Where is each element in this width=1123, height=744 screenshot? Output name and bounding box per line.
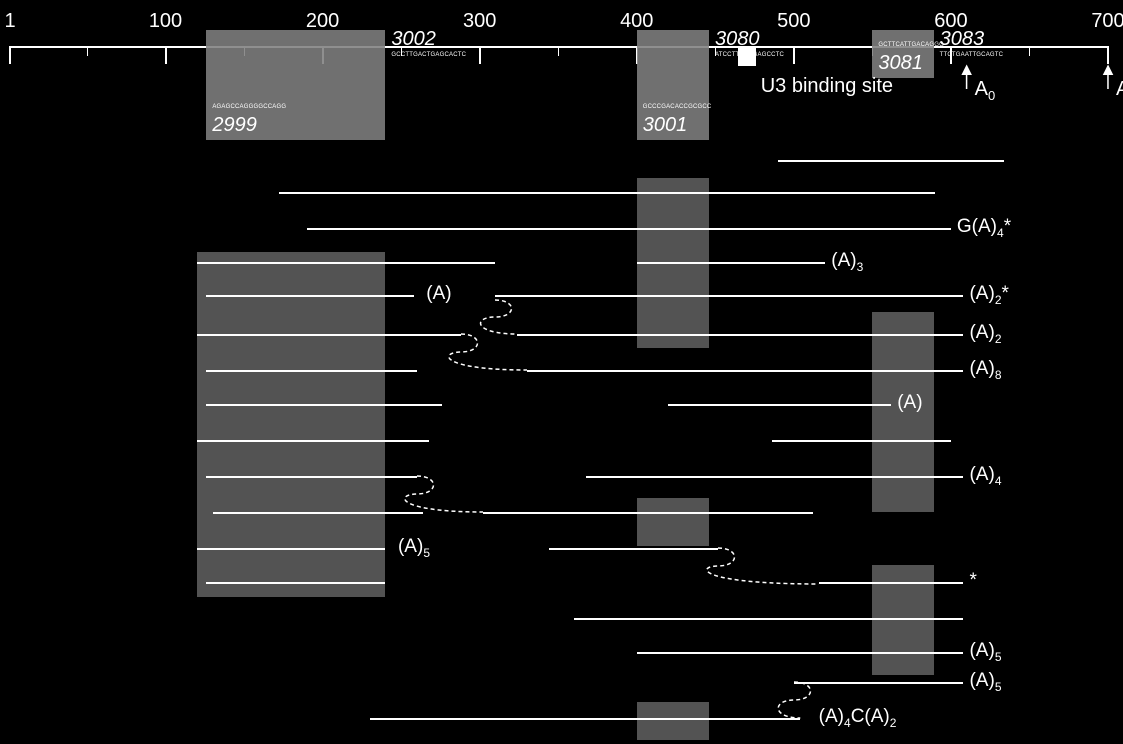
region-label: 2999 — [212, 114, 257, 137]
sequence-read — [637, 652, 964, 654]
read-annotation: * — [969, 570, 976, 592]
read-annotation: (A)2* — [969, 283, 1008, 307]
region-shadow — [637, 498, 709, 546]
read-annotation: (A)5 — [398, 536, 430, 560]
region-label: 3002 — [391, 28, 436, 51]
sequence-read — [819, 582, 964, 584]
sequence-read — [517, 334, 963, 336]
sequence-read — [197, 440, 429, 442]
ruler-tick-label: 700 — [1091, 10, 1123, 33]
ruler-tick-label: 500 — [777, 10, 810, 33]
ruler-tick-label: 1 — [4, 10, 15, 33]
u3-binding-site-box — [738, 48, 756, 66]
region-label: 3081 — [878, 52, 923, 75]
read-annotation: (A)4 — [969, 464, 1001, 488]
poly-a-site-label: A0 — [975, 78, 996, 103]
sequence-read — [772, 440, 951, 442]
read-annotation: (A)3 — [831, 250, 863, 274]
read-annotation: (A) — [897, 392, 922, 414]
sequence-read — [483, 512, 813, 514]
region-label: 3001 — [643, 114, 688, 137]
read-annotation: G(A)4* — [957, 216, 1011, 240]
sequence-read — [307, 228, 951, 230]
read-squiggle-connector — [387, 472, 513, 516]
ruler-tick-label: 300 — [463, 10, 496, 33]
read-annotation: (A)5 — [969, 670, 1001, 694]
read-annotation: (A)8 — [969, 358, 1001, 382]
sequence-read — [206, 582, 385, 584]
read-annotation: (A)2 — [969, 322, 1001, 346]
read-squiggle-connector — [431, 330, 557, 374]
poly-a-site-arrow: ▲| — [1099, 64, 1117, 84]
region-shadow — [197, 252, 385, 597]
sequence-read — [495, 295, 963, 297]
sequence-read — [574, 618, 964, 620]
read-annotation: (A)4C(A)2 — [819, 706, 897, 730]
sequence-read — [668, 404, 891, 406]
sequence-read — [206, 404, 442, 406]
sequence-read — [370, 718, 800, 720]
sequence-read — [197, 334, 461, 336]
u3-binding-site-label: U3 binding site — [761, 75, 893, 98]
region-shadow — [637, 702, 709, 740]
region-label: 3083 — [940, 28, 985, 51]
sequence-read — [213, 512, 423, 514]
sequence-read — [279, 192, 936, 194]
sequence-read — [778, 160, 1004, 162]
read-annotation: (A)5 — [969, 640, 1001, 664]
poly-a-site-arrow: ▲| — [958, 64, 976, 84]
sequence-read — [586, 476, 963, 478]
sequence-read — [206, 370, 416, 372]
sequence-read — [637, 262, 825, 264]
sequence-read — [206, 476, 416, 478]
sequence-read — [527, 370, 964, 372]
sequence-read — [197, 548, 385, 550]
poly-a-site-label: A1 — [1116, 78, 1123, 103]
ruler-tick-label: 100 — [149, 10, 182, 33]
read-annotation: (A) — [426, 283, 451, 305]
sequence-read — [206, 295, 413, 297]
sequence-read — [197, 262, 495, 264]
